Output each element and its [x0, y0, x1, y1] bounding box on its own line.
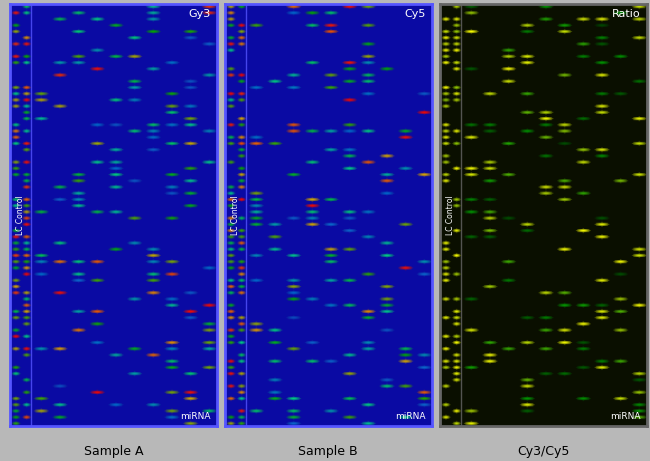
Text: miRNA: miRNA — [395, 412, 426, 421]
Text: miRNA: miRNA — [180, 412, 211, 421]
Text: LC Control: LC Control — [446, 195, 455, 235]
Text: miRNA: miRNA — [610, 412, 640, 421]
Text: Sample B: Sample B — [298, 445, 358, 458]
Text: Cy5: Cy5 — [404, 9, 426, 19]
Text: Cy3/Cy5: Cy3/Cy5 — [517, 445, 569, 458]
Text: LC Control: LC Control — [16, 195, 25, 235]
Text: Gy3: Gy3 — [188, 9, 211, 19]
Text: Sample A: Sample A — [84, 445, 143, 458]
Text: Ratio: Ratio — [612, 9, 640, 19]
Text: LC Control: LC Control — [231, 195, 240, 235]
